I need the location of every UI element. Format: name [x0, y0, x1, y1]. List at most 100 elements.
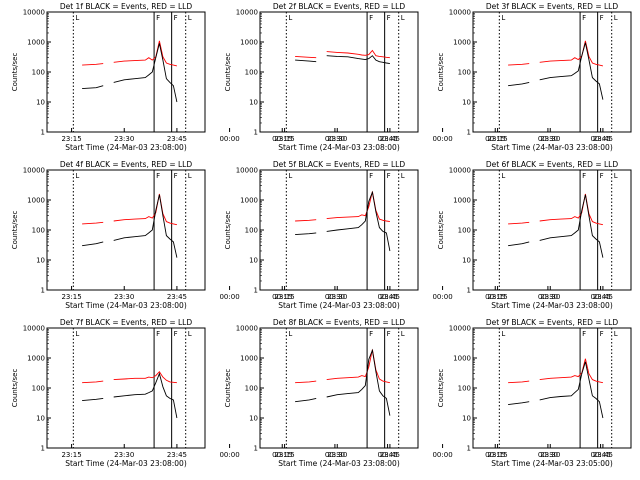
y-tick-label: 10000 [23, 167, 45, 175]
events-series-line [508, 194, 604, 258]
marker-label: F [582, 14, 586, 22]
events-series-line [82, 372, 178, 419]
y-tick-label: 10000 [23, 9, 45, 17]
y-tick-label: 100 [458, 385, 471, 393]
x-tick-label: 00:00 [219, 451, 239, 459]
plot-frame [259, 327, 419, 449]
x-tick-label: 00:45 [377, 451, 397, 459]
events-series-line [508, 361, 604, 419]
chart-title: Det 1f BLACK = Events, RED = LLD [60, 2, 193, 11]
x-tick-label: 23:45 [167, 293, 187, 301]
marker-label: L [614, 172, 618, 180]
y-tick-label: 100 [32, 385, 45, 393]
chart-title: Det 5f BLACK = Events, RED = LLD [273, 160, 406, 169]
marker-label: L [188, 14, 192, 22]
x-tick-label: 00:45 [377, 135, 397, 143]
x-tick-label: 23:30 [114, 293, 134, 301]
marker-label: F [156, 330, 160, 338]
x-tick-label: 23:15 [61, 135, 81, 143]
chart-panel-5: Det 5f BLACK = Events, RED = LLD11010010… [224, 160, 611, 310]
x-axis-title: Start Time (24-Mar-03 23:08:00) [491, 301, 613, 310]
x-tick-label: 23:45 [380, 451, 400, 459]
x-axis-title: Start Time (24-Mar-03 23:05:00) [491, 459, 613, 468]
marker-label: L [188, 172, 192, 180]
chart-panel-2: Det 2f BLACK = Events, RED = LLD11010010… [224, 2, 611, 152]
y-tick-label: 10 [249, 257, 258, 265]
y-axis-title: Counts/sec [224, 211, 232, 250]
x-tick-label: 00:30 [325, 451, 345, 459]
chart-title: Det 8f BLACK = Events, RED = LLD [273, 318, 406, 327]
x-tick-label: 00:45 [590, 293, 610, 301]
y-tick-label: 100 [245, 69, 258, 77]
y-tick-label: 100 [458, 69, 471, 77]
x-tick-label: 00:45 [590, 135, 610, 143]
chart-panel-7: Det 7f BLACK = Events, RED = LLD11010010… [11, 318, 398, 468]
y-axis-title: Counts/sec [437, 53, 445, 92]
x-tick-label: 00:30 [538, 451, 558, 459]
chart-panel-1: Det 1f BLACK = Events, RED = LLD 1 10 100 10… [11, 2, 398, 152]
y-tick-label: 10000 [449, 9, 471, 17]
y-tick-label: 1 [41, 445, 45, 453]
y-tick-label: 1 [41, 287, 45, 295]
x-tick-label: 00:15 [272, 451, 292, 459]
events-series-line [295, 55, 390, 65]
y-tick-label: 1 [254, 287, 258, 295]
x-tick-label: 23:45 [380, 135, 400, 143]
marker-label: L [401, 330, 405, 338]
y-tick-label: 1000 [453, 355, 471, 363]
x-tick-label: 23:30 [540, 135, 560, 143]
y-tick-label: 1 [254, 445, 258, 453]
y-tick-label: 1000 [240, 197, 258, 205]
marker-label: F [600, 14, 604, 22]
plot-frame [472, 327, 632, 449]
x-tick-label: 23:15 [274, 451, 294, 459]
y-tick-label: 1 [467, 445, 471, 453]
x-tick-label: 00:15 [485, 451, 505, 459]
y-tick-label: 10 [36, 257, 45, 265]
marker-label: F [387, 172, 391, 180]
x-tick-label: 23:30 [540, 451, 560, 459]
chart-panel-3: Det 3f BLACK = Events, RED = LLD 1 10 100 10… [437, 2, 632, 152]
y-tick-label: 1000 [27, 355, 45, 363]
y-tick-label: 10 [249, 99, 258, 107]
y-tick-label: 1 [41, 129, 45, 137]
marker-label: F [174, 330, 178, 338]
chart-title: Det 6f BLACK = Events, RED = LLD [486, 160, 619, 169]
marker-label: L [501, 330, 505, 338]
x-tick-label: 23:45 [167, 135, 187, 143]
marker-label: F [600, 330, 604, 338]
marker-label: L [288, 14, 292, 22]
x-tick-label: 23:30 [327, 293, 347, 301]
x-axis-title: Start Time (24-Mar-03 23:08:00) [65, 143, 187, 152]
marker-label: L [501, 172, 505, 180]
x-tick-label: 23:30 [114, 135, 134, 143]
x-tick-label: 00:15 [485, 135, 505, 143]
plot-frame [46, 327, 206, 449]
x-tick-label: 23:30 [114, 451, 134, 459]
plot-frame [46, 169, 206, 291]
y-tick-label: 100 [32, 227, 45, 235]
chart-title: Det 9f BLACK = Events, RED = LLD [486, 318, 619, 327]
marker-label: L [288, 172, 292, 180]
y-tick-label: 100 [245, 385, 258, 393]
marker-label: F [582, 330, 586, 338]
marker-label: F [600, 172, 604, 180]
chart-panel-6: Det 6f BLACK = Events, RED = LLD 1 10 100 10… [437, 160, 632, 310]
lld-series-line [82, 370, 177, 384]
x-tick-label: 23:45 [593, 451, 613, 459]
marker-label: F [174, 172, 178, 180]
marker-label: F [387, 14, 391, 22]
marker-label: L [75, 172, 79, 180]
x-axis-title: Start Time (24-Mar-03 23:08:00) [65, 459, 187, 468]
x-tick-label: 23:45 [593, 293, 613, 301]
x-tick-label: 00:30 [538, 135, 558, 143]
lld-series-line [82, 193, 178, 226]
x-tick-label: 00:15 [272, 135, 292, 143]
x-axis-title: Start Time (24-Mar-03 23:08:00) [278, 143, 400, 152]
x-tick-label: 00:45 [590, 451, 610, 459]
events-series-line [295, 190, 391, 252]
y-tick-label: 1000 [27, 197, 45, 205]
chart-panel-4: Det 4f BLACK = Events, RED = LLD11010010… [11, 160, 398, 310]
marker-label: F [369, 172, 373, 180]
plot-frame [472, 11, 632, 133]
